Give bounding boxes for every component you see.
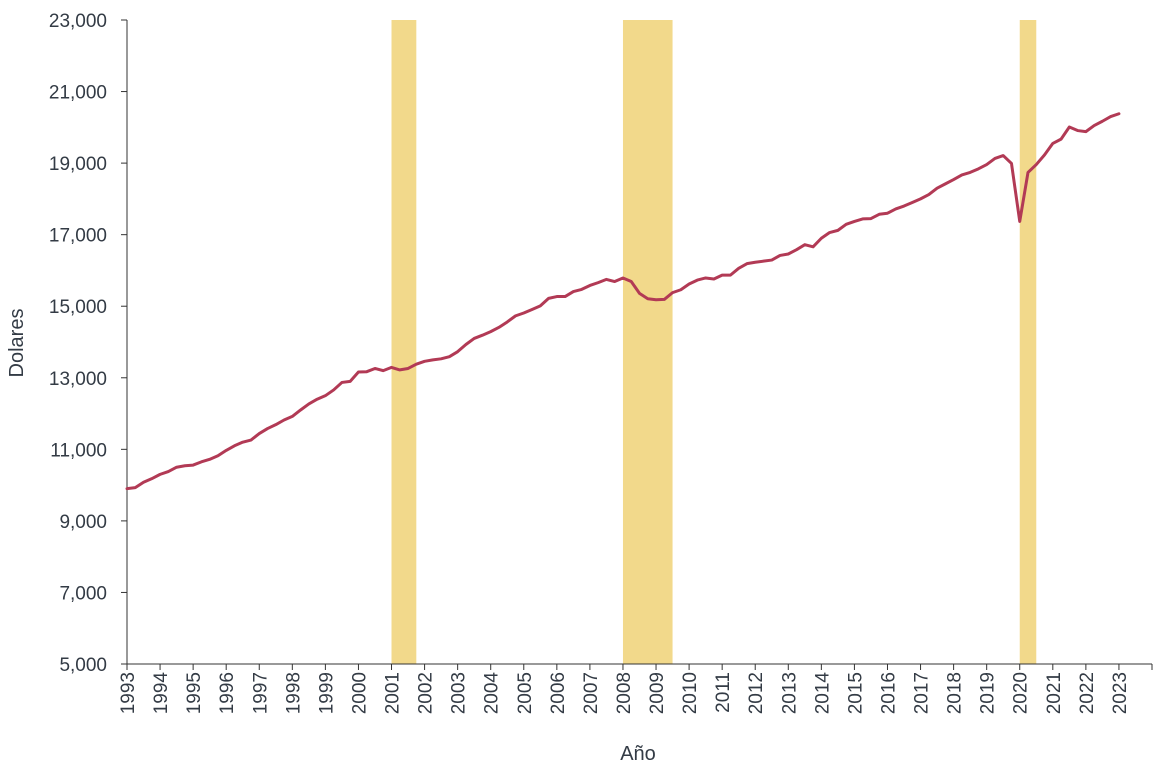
y-axis-ticks: 5,000 7,000 9,000 11,000 13,000 15,000 17,000 1…	[49, 11, 127, 676]
recession-band-3	[1019, 20, 1037, 664]
x-tick-label: 2004	[482, 672, 503, 715]
x-tick-label: 2009	[647, 672, 668, 714]
x-tick-label: 2023	[1110, 672, 1131, 714]
x-tick-label: 2016	[878, 672, 899, 714]
x-tick-label: 2014	[812, 672, 833, 715]
y-axis-title: Dolares	[6, 309, 28, 378]
x-tick-label: 2000	[349, 672, 370, 714]
x-tick-label: 1996	[217, 672, 238, 714]
x-tick-label: 1998	[283, 672, 304, 714]
series-line-1	[125, 112, 1121, 491]
x-tick-label: 1999	[316, 672, 337, 714]
y-tick-label: 13,000	[49, 369, 107, 390]
axes	[126, 20, 1152, 665]
x-tick-label: 1995	[184, 672, 205, 714]
recession-bands	[391, 20, 1037, 664]
y-tick-label: 9,000	[59, 512, 107, 533]
x-axis-title: Año	[620, 743, 656, 765]
x-tick-label: 2010	[680, 672, 701, 714]
y-tick-label: 21,000	[49, 83, 107, 104]
x-tick-label: 2019	[978, 672, 999, 714]
x-tick-label: 2011	[713, 672, 734, 713]
x-tick-label: 2012	[746, 672, 767, 714]
x-axis-ticks: 1993 1994 1995 1996 1997 1998 1999 2000 2001 2002…	[118, 664, 1153, 715]
y-tick-label: 17,000	[49, 226, 107, 247]
x-tick-label: 2007	[581, 672, 602, 714]
x-tick-label: 2022	[1077, 672, 1098, 714]
y-tick-label: 15,000	[49, 297, 107, 318]
y-tick-label: 19,000	[49, 154, 107, 175]
x-tick-label: 2013	[779, 672, 800, 714]
recession-band-2	[622, 20, 673, 664]
x-tick-label: 2015	[845, 672, 866, 714]
x-tick-label: 2005	[515, 672, 536, 714]
recession-band-1	[391, 20, 417, 664]
series-layer	[125, 112, 1121, 491]
x-tick-label: 2020	[1011, 672, 1032, 714]
x-tick-label: 2021	[1044, 672, 1065, 714]
x-tick-label: 2002	[416, 672, 437, 714]
x-tick-label: 2001	[383, 672, 404, 714]
x-tick-label: 2017	[912, 672, 933, 714]
y-tick-label: 23,000	[49, 11, 107, 32]
x-tick-label: 2006	[548, 672, 569, 714]
x-tick-label: 1997	[250, 672, 271, 714]
x-tick-label: 2003	[449, 672, 470, 714]
x-tick-label: 1994	[151, 672, 172, 715]
y-tick-label: 11,000	[50, 440, 107, 461]
x-tick-label: 2018	[945, 672, 966, 714]
x-tick-label: 1993	[118, 672, 139, 714]
y-tick-label: 7,000	[59, 583, 107, 604]
x-tick-label: 2008	[614, 672, 635, 714]
y-tick-label: 5,000	[59, 655, 107, 676]
